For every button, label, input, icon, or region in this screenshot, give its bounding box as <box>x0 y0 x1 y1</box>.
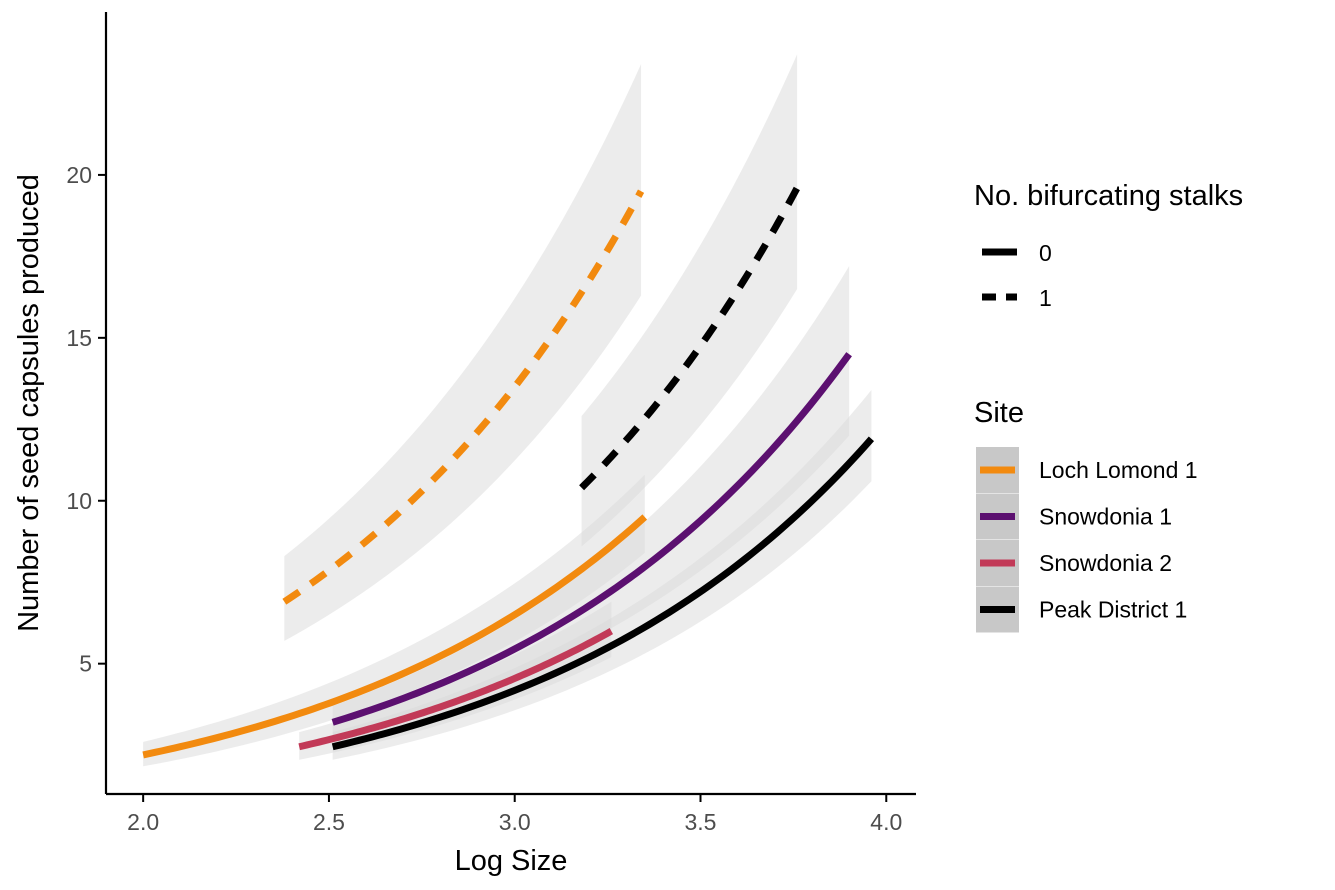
legend-linetype: No. bifurcating stalks 0 1 <box>974 180 1243 311</box>
legend-site-entry: Peak District 1 <box>976 586 1187 633</box>
y-axis-title: Number of seed capsules produced <box>13 174 45 632</box>
series-line <box>331 352 852 726</box>
legend-site-label: Snowdonia 1 <box>1039 504 1172 530</box>
legend-linetype-title: No. bifurcating stalks <box>974 180 1243 212</box>
legend-site-entry: Snowdonia 2 <box>976 540 1172 586</box>
legend-site-entry: Snowdonia 1 <box>976 493 1172 540</box>
legend-site: Site Loch Lomond 1 Snowdonia 1 Snowdonia 2… <box>974 397 1198 633</box>
legend-linetype-entry: 1 <box>982 285 1052 311</box>
y-tick-label: 20 <box>66 162 92 188</box>
confidence-band <box>332 266 850 737</box>
legend-site-label: Loch Lomond 1 <box>1039 457 1198 483</box>
confidence-bands <box>143 54 872 767</box>
legend-linetype-label: 1 <box>1039 285 1052 311</box>
legend-site-label: Peak District 1 <box>1039 597 1187 623</box>
series-line <box>298 628 614 751</box>
x-tick-label: 2.0 <box>127 809 159 835</box>
series-lines <box>142 186 875 759</box>
y-tick-label: 10 <box>66 488 92 514</box>
legend-site-label: Snowdonia 2 <box>1039 550 1172 576</box>
series-line <box>142 514 648 759</box>
legend-site-entries: Loch Lomond 1 Snowdonia 1 Snowdonia 2 Peak … <box>976 447 1198 633</box>
confidence-band <box>284 64 642 641</box>
series-line <box>331 436 875 751</box>
y-tick-label: 15 <box>66 325 92 351</box>
y-ticks: 5 10 15 20 <box>66 162 106 677</box>
x-axis-title: Log Size <box>455 845 568 877</box>
legend-linetype-label: 0 <box>1039 240 1052 266</box>
x-tick-label: 4.0 <box>870 809 902 835</box>
confidence-band <box>581 54 798 547</box>
legend-linetype-entry: 0 <box>982 240 1052 266</box>
x-tick-label: 3.5 <box>685 809 717 835</box>
series-line <box>579 186 801 491</box>
legend-site-entry: Loch Lomond 1 <box>976 447 1198 493</box>
x-tick-label: 2.5 <box>313 809 345 835</box>
legend-site-title: Site <box>974 397 1024 429</box>
series-line <box>282 189 645 605</box>
y-tick-label: 5 <box>79 651 92 677</box>
x-ticks: 2.0 2.5 3.0 3.5 4.0 <box>127 794 902 835</box>
x-tick-label: 3.0 <box>499 809 531 835</box>
